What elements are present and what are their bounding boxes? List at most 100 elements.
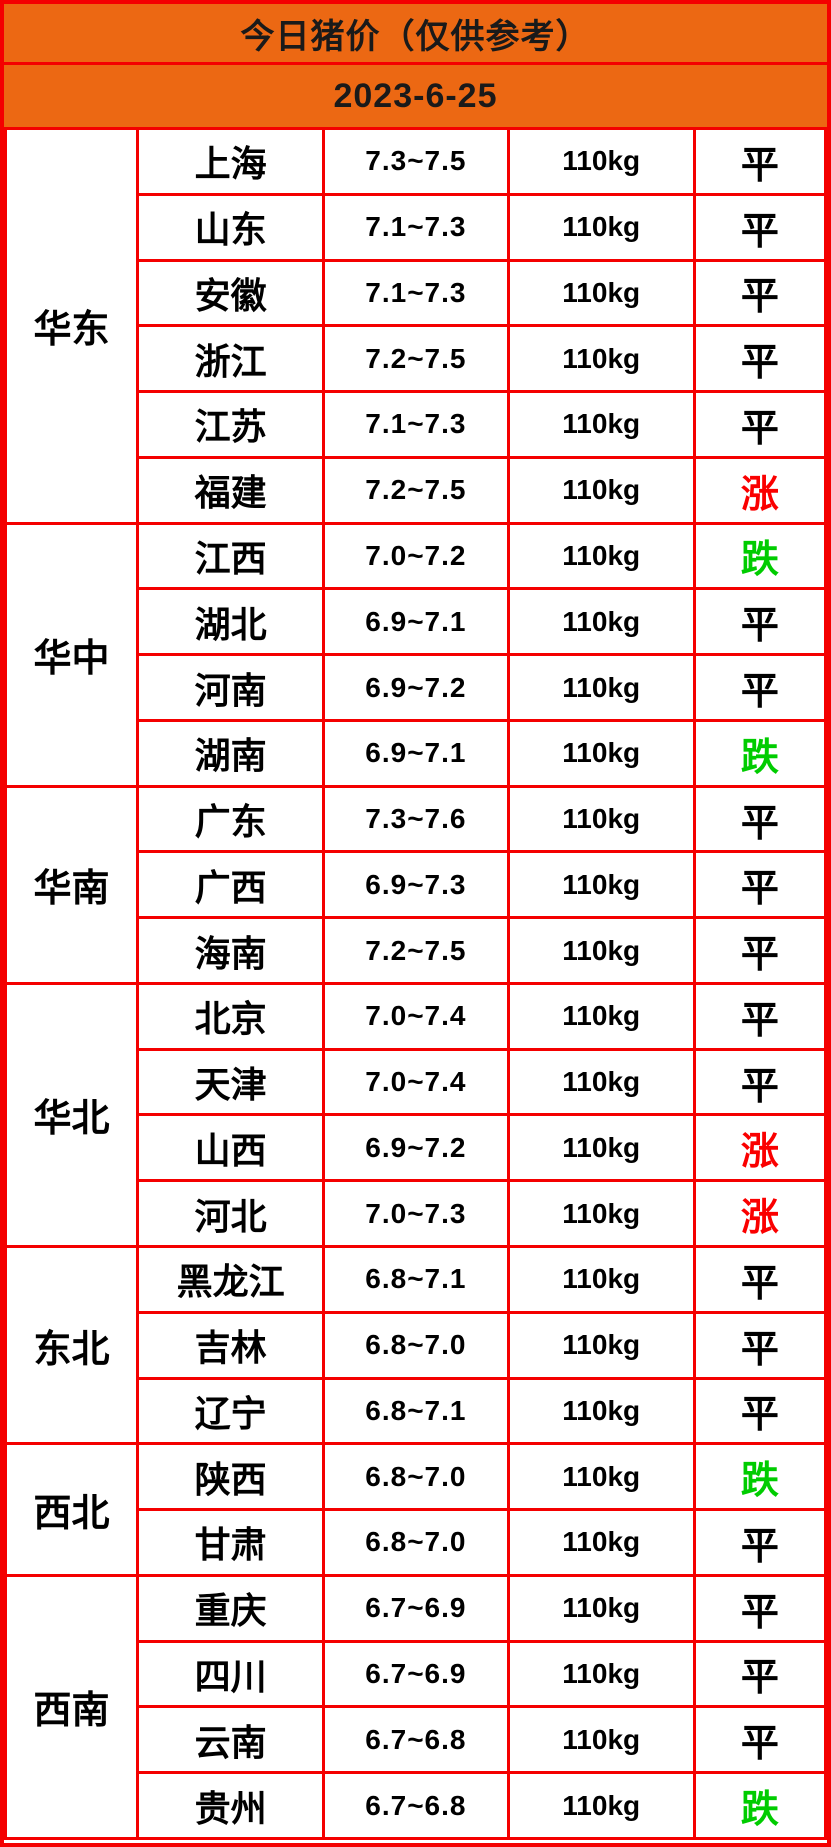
status-cell: 涨 xyxy=(692,1179,828,1249)
status-cell: 平 xyxy=(692,1376,828,1446)
status-cell: 涨 xyxy=(692,1113,828,1183)
table-row: 湖北 6.9~7.1 110kg 平 xyxy=(6,587,828,657)
weight-cell: 110kg xyxy=(506,1113,696,1183)
table-row: 海南 7.2~7.5 110kg 平 xyxy=(6,916,828,985)
table-row: 辽宁 6.8~7.1 110kg 平 xyxy=(6,1376,828,1446)
table-row: 江苏 7.1~7.3 110kg 平 xyxy=(6,390,828,459)
price-table: 华东 上海 7.3~7.5 110kg 平山东 7.1~7.3 110kg 平安徽 7.1~7.… xyxy=(3,127,828,1841)
price-cell: 7.1~7.3 xyxy=(322,258,510,328)
price-cell: 6.9~7.2 xyxy=(322,1113,510,1183)
province-cell: 黑龙江 xyxy=(136,1245,326,1314)
table-row: 四川 6.7~6.9 110kg 平 xyxy=(6,1639,828,1709)
price-cell: 7.2~7.5 xyxy=(322,916,510,985)
title-bar: 今日猪价（仅供参考） xyxy=(4,4,827,65)
weight-cell: 110kg xyxy=(506,850,696,920)
status-cell: 平 xyxy=(692,981,828,1051)
province-cell: 山东 xyxy=(136,192,326,262)
date-bar: 2023-6-25 xyxy=(4,65,827,127)
province-cell: 广东 xyxy=(136,784,326,854)
table-row: 华北 北京 7.0~7.4 110kg 平 xyxy=(3,981,828,1249)
status-cell: 平 xyxy=(692,1310,828,1380)
table-row: 华南 广东 7.3~7.6 110kg 平 xyxy=(3,784,828,985)
price-cell: 6.8~7.1 xyxy=(322,1245,510,1314)
province-cell: 湖北 xyxy=(136,587,326,657)
weight-cell: 110kg xyxy=(506,390,696,459)
table-row: 东北 黑龙江 6.8~7.1 110kg 平 xyxy=(3,1245,828,1446)
status-cell: 跌 xyxy=(692,521,828,591)
province-cell: 北京 xyxy=(136,981,326,1051)
page-title: 今日猪价（仅供参考） xyxy=(240,17,591,56)
status-cell: 平 xyxy=(692,1705,828,1775)
table-row: 浙江 7.2~7.5 110kg 平 xyxy=(6,324,828,394)
weight-cell: 110kg xyxy=(506,587,696,657)
status-cell: 跌 xyxy=(692,1442,828,1512)
weight-cell: 110kg xyxy=(506,1771,696,1840)
table-row: 华东 上海 7.3~7.5 110kg 平 xyxy=(3,127,828,525)
province-cell: 天津 xyxy=(136,1047,326,1117)
weight-cell: 110kg xyxy=(506,653,696,722)
price-cell: 7.0~7.2 xyxy=(322,521,510,591)
status-cell: 涨 xyxy=(692,455,828,525)
price-cell: 7.1~7.3 xyxy=(322,192,510,262)
weight-cell: 110kg xyxy=(506,1179,696,1249)
province-cell: 辽宁 xyxy=(136,1376,326,1446)
province-cell: 湖南 xyxy=(136,718,326,788)
province-cell: 安徽 xyxy=(136,258,326,328)
weight-cell: 110kg xyxy=(506,1245,696,1314)
region-cell: 华中 xyxy=(3,521,140,788)
province-cell: 贵州 xyxy=(136,1771,326,1840)
province-cell: 广西 xyxy=(136,850,326,920)
province-cell: 河南 xyxy=(136,653,326,722)
price-cell: 6.9~7.2 xyxy=(322,653,510,722)
weight-cell: 110kg xyxy=(506,324,696,394)
report-date: 2023-6-25 xyxy=(333,76,498,115)
status-cell: 平 xyxy=(692,127,828,196)
weight-cell: 110kg xyxy=(506,1573,696,1643)
price-cell: 7.3~7.5 xyxy=(322,127,510,196)
weight-cell: 110kg xyxy=(506,1442,696,1512)
price-cell: 6.9~7.1 xyxy=(322,718,510,788)
table-row: 贵州 6.7~6.8 110kg 跌 xyxy=(6,1771,828,1840)
status-cell: 平 xyxy=(692,1508,828,1577)
weight-cell: 110kg xyxy=(506,192,696,262)
price-table-body: 华东 上海 7.3~7.5 110kg 平山东 7.1~7.3 110kg 平安徽 7.1~7.… xyxy=(3,127,828,1841)
region-cell: 华南 xyxy=(3,784,140,985)
table-row: 广西 6.9~7.3 110kg 平 xyxy=(6,850,828,920)
weight-cell: 110kg xyxy=(506,521,696,591)
table-row: 安徽 7.1~7.3 110kg 平 xyxy=(6,258,828,328)
weight-cell: 110kg xyxy=(506,1705,696,1775)
province-cell: 山西 xyxy=(136,1113,326,1183)
province-cell: 福建 xyxy=(136,455,326,525)
weight-cell: 110kg xyxy=(506,455,696,525)
price-cell: 7.2~7.5 xyxy=(322,455,510,525)
status-cell: 平 xyxy=(692,587,828,657)
weight-cell: 110kg xyxy=(506,258,696,328)
weight-cell: 110kg xyxy=(506,1047,696,1117)
table-row: 甘肃 6.8~7.0 110kg 平 xyxy=(6,1508,828,1577)
status-cell: 平 xyxy=(692,653,828,722)
province-cell: 四川 xyxy=(136,1639,326,1709)
table-row: 天津 7.0~7.4 110kg 平 xyxy=(6,1047,828,1117)
province-cell: 海南 xyxy=(136,916,326,985)
province-cell: 上海 xyxy=(136,127,326,196)
table-row: 河南 6.9~7.2 110kg 平 xyxy=(6,653,828,722)
province-cell: 河北 xyxy=(136,1179,326,1249)
price-cell: 7.3~7.6 xyxy=(322,784,510,854)
province-cell: 陕西 xyxy=(136,1442,326,1512)
price-cell: 6.7~6.8 xyxy=(322,1771,510,1840)
price-cell: 6.8~7.0 xyxy=(322,1508,510,1577)
price-cell: 6.9~7.1 xyxy=(322,587,510,657)
province-cell: 云南 xyxy=(136,1705,326,1775)
weight-cell: 110kg xyxy=(506,127,696,196)
price-cell: 6.7~6.9 xyxy=(322,1639,510,1709)
weight-cell: 110kg xyxy=(506,916,696,985)
table-row: 西南 重庆 6.7~6.9 110kg 平 xyxy=(3,1573,828,1841)
price-cell: 7.0~7.3 xyxy=(322,1179,510,1249)
region-cell: 西北 xyxy=(3,1442,140,1577)
price-cell: 6.8~7.1 xyxy=(322,1376,510,1446)
status-cell: 平 xyxy=(692,850,828,920)
price-cell: 7.0~7.4 xyxy=(322,1047,510,1117)
weight-cell: 110kg xyxy=(506,1376,696,1446)
table-row: 云南 6.7~6.8 110kg 平 xyxy=(6,1705,828,1775)
